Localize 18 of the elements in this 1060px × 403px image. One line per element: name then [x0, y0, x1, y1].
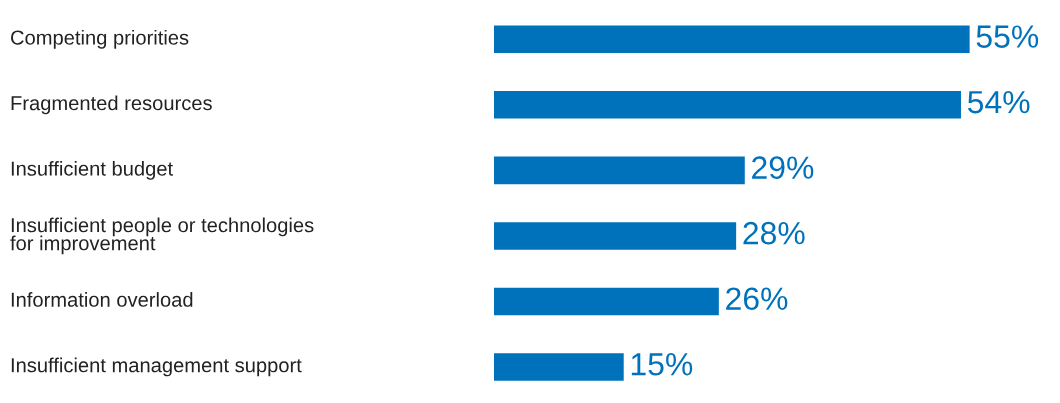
data-label: 55%	[976, 25, 1039, 48]
data-label: 15%	[631, 353, 693, 376]
y-tick-label: Information overload	[11, 292, 193, 307]
data-label: 26%	[726, 287, 788, 311]
data-label: 28%	[743, 221, 805, 245]
y-tick-label: Insufficient people or technologies for improvement	[10, 217, 314, 255]
bar	[494, 222, 737, 250]
data-label: 54%	[967, 90, 1030, 114]
y-tick-label: Insufficient budget	[11, 160, 173, 180]
bar	[494, 25, 970, 54]
y-tick-label: Competing priorities	[11, 29, 189, 49]
data-label: 29%	[752, 156, 814, 179]
y-tick-label: Fragmented resources	[11, 95, 212, 115]
bar	[494, 156, 745, 185]
bar	[494, 91, 961, 119]
bar	[494, 353, 624, 381]
bar	[494, 287, 719, 316]
y-tick-label: Insufficient management support	[11, 357, 302, 377]
